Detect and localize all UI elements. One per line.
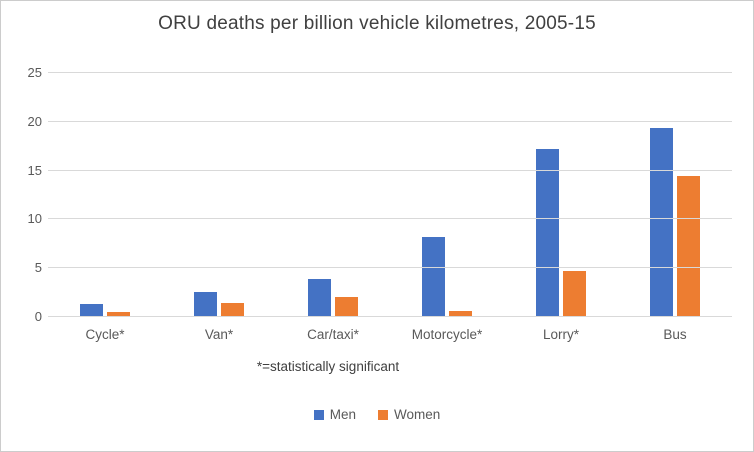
legend-label: Men — [329, 407, 356, 422]
bar-men-lorry — [536, 149, 559, 317]
bar-women-lorry — [563, 271, 586, 317]
x-tick-label: Car/taxi* — [307, 327, 359, 342]
y-tick-label: 10 — [27, 211, 42, 227]
bar-women-cycle — [107, 312, 130, 317]
chart-title: ORU deaths per billion vehicle kilometre… — [158, 13, 596, 34]
legend-swatch-men — [313, 409, 324, 420]
x-tick-label: Lorry* — [542, 327, 579, 342]
gridline-10 — [48, 218, 732, 220]
bar-group-motorcycle — [390, 73, 504, 317]
legend-label: Women — [393, 407, 441, 422]
bar-group-van — [162, 73, 276, 317]
bar-men-bus — [650, 127, 673, 317]
x-axis-labels: Cycle* Van* Car/taxi* Motorcycle* Lorry* Bus — [48, 327, 732, 342]
gridline-0 — [48, 316, 732, 317]
bar-women-motorcycle — [449, 311, 472, 317]
x-tick-label: Van* — [204, 327, 234, 342]
axis-note: *=statistically significant — [256, 359, 400, 374]
legend-swatch-women — [377, 409, 388, 420]
bar-men-motorcycle — [422, 236, 445, 317]
bar-men-cycle — [80, 304, 103, 317]
bar-women-van — [221, 303, 244, 317]
bar-groups — [48, 73, 732, 317]
bar-men-cartaxi — [308, 278, 331, 317]
x-tick-label: Motorcycle* — [411, 327, 483, 342]
gridline-15 — [48, 169, 732, 171]
plot-area — [48, 72, 732, 317]
y-tick-label: 20 — [27, 113, 42, 129]
bar-women-bus — [677, 176, 700, 317]
bar-group-cartaxi — [276, 73, 390, 317]
y-tick-label: 0 — [34, 309, 42, 324]
bar-group-lorry — [504, 73, 618, 317]
gridline-25 — [48, 72, 732, 73]
x-tick-label: Cycle* — [85, 327, 125, 342]
bar-group-bus — [618, 73, 732, 317]
legend-item-women: Women — [377, 407, 441, 422]
x-tick-label: Bus — [663, 327, 687, 342]
y-tick-label: 5 — [34, 260, 42, 276]
bar-group-cycle — [48, 73, 162, 317]
y-tick-label: 15 — [27, 162, 42, 178]
y-tick-label: 25 — [27, 65, 42, 80]
gridline-20 — [48, 120, 732, 122]
legend: Men Women — [1, 407, 753, 422]
gridline-5 — [48, 267, 732, 269]
bar-women-cartaxi — [335, 296, 358, 317]
bar-men-van — [194, 291, 217, 317]
legend-item-men: Men — [313, 407, 356, 422]
